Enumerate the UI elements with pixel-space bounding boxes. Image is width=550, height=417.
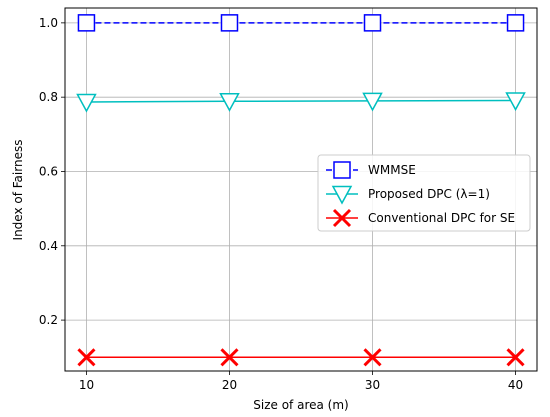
legend-marker bbox=[332, 208, 352, 228]
legend-label: Proposed DPC (λ=1) bbox=[368, 187, 490, 201]
y-tick-label: 0.2 bbox=[39, 313, 58, 327]
legend-entry: Proposed DPC (λ=1) bbox=[326, 185, 490, 205]
legend-marker bbox=[333, 161, 351, 179]
legend-entry: WMMSE bbox=[326, 161, 416, 179]
series-1 bbox=[76, 92, 526, 113]
x-tick-label: 30 bbox=[365, 378, 380, 392]
data-point bbox=[363, 14, 382, 32]
x-marker-stroke bbox=[332, 208, 352, 228]
series-line bbox=[86, 99, 516, 103]
legend-entry: Conventional DPC for SE bbox=[326, 208, 515, 228]
x-tick-label: 10 bbox=[79, 378, 94, 392]
plot-frame bbox=[64, 7, 538, 372]
data-point bbox=[219, 93, 240, 112]
legend-label: Conventional DPC for SE bbox=[368, 211, 515, 225]
x-marker-stroke bbox=[363, 348, 382, 367]
data-point bbox=[77, 14, 96, 32]
series-2 bbox=[77, 348, 525, 367]
data-point bbox=[77, 348, 96, 367]
series-layer bbox=[76, 14, 526, 367]
x-axis-label: Size of area (m) bbox=[253, 398, 348, 412]
data-point bbox=[220, 14, 239, 32]
x-marker-stroke bbox=[220, 348, 239, 367]
series-0 bbox=[77, 14, 525, 32]
x-tick-label: 20 bbox=[222, 378, 237, 392]
x-marker-stroke bbox=[77, 348, 96, 367]
x-axis-ticks: 10 20 30 40 bbox=[79, 371, 523, 392]
y-axis-label: Index of Fairness bbox=[11, 140, 25, 241]
data-point bbox=[362, 92, 383, 112]
y-tick-label: 0.8 bbox=[39, 90, 58, 104]
data-point bbox=[506, 348, 525, 367]
data-point bbox=[505, 92, 526, 112]
data-point bbox=[220, 348, 239, 367]
legend-label: WMMSE bbox=[368, 163, 416, 177]
y-tick-label: 0.6 bbox=[39, 164, 58, 178]
data-point bbox=[363, 348, 382, 367]
x-tick-label: 40 bbox=[508, 378, 523, 392]
data-point bbox=[76, 93, 97, 113]
legend-marker bbox=[331, 185, 353, 205]
legend-box bbox=[317, 154, 531, 232]
y-tick-label: 1.0 bbox=[39, 16, 58, 30]
x-marker-stroke bbox=[506, 348, 525, 367]
legend: WMMSE Proposed DPC (λ=1) Conventional DPC … bbox=[317, 154, 531, 232]
y-axis-ticks: 0.2 0.4 0.6 0.8 1.0 bbox=[39, 16, 65, 327]
data-point bbox=[506, 14, 525, 32]
y-tick-label: 0.4 bbox=[39, 239, 58, 253]
